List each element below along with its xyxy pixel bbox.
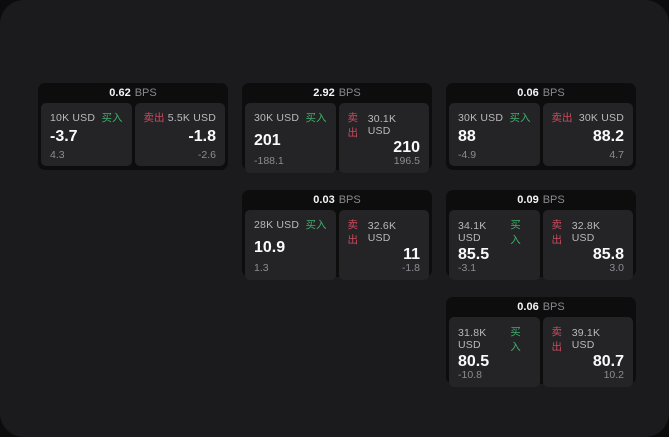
bps-spread-value: 0.06 [517, 87, 539, 99]
bps-spread-value: 0.03 [313, 194, 335, 206]
sell-quote-tile[interactable]: 卖出 39.1K USD 80.7 10.2 [542, 317, 633, 387]
sell-price: 85.8 [592, 246, 624, 263]
quote-card-3: 0.03 BPS 28K USD 买入 10.9 1.3 卖出 32.6K US… [242, 190, 432, 280]
buy-quote-tile[interactable]: 28K USD 买入 10.9 1.3 [245, 210, 336, 280]
buy-quote-tile[interactable]: 10K USD 买入 -3.7 4.3 [41, 103, 132, 166]
buy-side-label: 买入 [510, 326, 521, 353]
bps-unit-label: BPS [542, 301, 565, 313]
card-body: 30K USD 买入 201 -188.1 卖出 30.1K USD 210 1… [245, 103, 429, 173]
buy-quote-tile[interactable]: 31.8K USD 买入 80.5 -10.8 [449, 317, 540, 387]
sell-side-label: 卖出 [347, 219, 359, 246]
sell-quote-tile[interactable]: 卖出 5.5K USD -1.8 -2.6 [134, 103, 225, 166]
buy-side-label: 买入 [510, 219, 521, 246]
card-header: 0.06 BPS [449, 83, 633, 103]
buy-quote-tile[interactable]: 30K USD 买入 201 -188.1 [245, 103, 336, 173]
card-header: 0.62 BPS [41, 83, 225, 103]
buy-delta: -188.1 [254, 155, 284, 167]
card-header: 0.06 BPS [449, 297, 633, 317]
buy-side-label: 买入 [305, 112, 327, 124]
sell-side-label: 卖出 [347, 112, 359, 139]
card-header: 2.92 BPS [245, 83, 429, 103]
buy-price: 88 [458, 128, 476, 146]
buy-amount: 31.8K USD [458, 327, 487, 351]
sell-side-label: 卖出 [551, 112, 573, 124]
sell-price: 210 [393, 139, 420, 156]
card-body: 34.1K USD 买入 85.5 -3.1 卖出 32.8K USD 85.8… [449, 210, 633, 280]
sell-amount: 32.6K USD [367, 220, 397, 244]
sell-amount: 30K USD [578, 111, 624, 124]
card-body: 10K USD 买入 -3.7 4.3 卖出 5.5K USD -1.8 -2.… [41, 103, 225, 166]
buy-side-label: 买入 [305, 219, 327, 231]
bps-unit-label: BPS [338, 194, 361, 206]
buy-quote-tile[interactable]: 34.1K USD 买入 85.5 -3.1 [449, 210, 540, 280]
buy-delta: 4.3 [50, 148, 65, 161]
quote-card-0: 0.62 BPS 10K USD 买入 -3.7 4.3 卖出 5.5K USD [38, 83, 228, 170]
sell-delta: 3.0 [609, 262, 624, 274]
sell-side-label: 卖出 [551, 219, 563, 246]
sell-amount: 5.5K USD [167, 111, 216, 124]
bps-spread-value: 0.62 [109, 87, 131, 99]
bps-spread-value: 0.06 [517, 301, 539, 313]
buy-side-label: 买入 [509, 112, 531, 124]
buy-price: 10.9 [254, 238, 286, 256]
sell-price: 80.7 [592, 353, 624, 370]
sell-delta: 4.7 [609, 148, 624, 161]
sell-amount: 32.8K USD [571, 220, 601, 244]
card-header: 0.03 BPS [245, 190, 429, 210]
buy-side-label: 买入 [101, 112, 123, 124]
sell-delta: -1.8 [401, 262, 420, 274]
sell-quote-tile[interactable]: 卖出 32.6K USD 11 -1.8 [338, 210, 429, 280]
buy-delta: -3.1 [458, 262, 477, 274]
bps-unit-label: BPS [338, 87, 361, 99]
quote-cards-grid: 0.62 BPS 10K USD 买入 -3.7 4.3 卖出 5.5K USD [38, 83, 636, 387]
buy-price: 85.5 [458, 246, 490, 263]
buy-delta: 1.3 [254, 262, 269, 274]
sell-quote-tile[interactable]: 卖出 30.1K USD 210 196.5 [338, 103, 429, 173]
sell-delta: -2.6 [197, 148, 216, 161]
quote-card-4: 0.09 BPS 34.1K USD 买入 85.5 -3.1 卖出 32.8K… [446, 190, 636, 280]
sell-amount: 39.1K USD [571, 327, 601, 351]
buy-price: -3.7 [50, 128, 78, 146]
buy-price: 201 [254, 131, 281, 149]
card-body: 28K USD 买入 10.9 1.3 卖出 32.6K USD 11 -1.8 [245, 210, 429, 280]
bps-unit-label: BPS [134, 87, 157, 99]
buy-amount: 28K USD [254, 218, 300, 231]
buy-amount: 30K USD [458, 111, 504, 124]
buy-amount: 10K USD [50, 111, 96, 124]
quote-card-5: 0.06 BPS 31.8K USD 买入 80.5 -10.8 卖出 39.1… [446, 297, 636, 387]
buy-amount: 30K USD [254, 111, 300, 124]
sell-side-label: 卖出 [551, 326, 563, 353]
buy-price: 80.5 [458, 353, 490, 370]
card-header: 0.09 BPS [449, 190, 633, 210]
bps-unit-label: BPS [542, 87, 565, 99]
sell-price: 88.2 [592, 128, 624, 146]
sell-quote-tile[interactable]: 卖出 30K USD 88.2 4.7 [542, 103, 633, 166]
bps-spread-value: 0.09 [517, 194, 539, 206]
bps-spread-value: 2.92 [313, 87, 335, 99]
sell-side-label: 卖出 [143, 112, 165, 124]
sell-price: -1.8 [188, 128, 216, 146]
sell-price: 11 [403, 246, 420, 263]
buy-amount: 34.1K USD [458, 220, 487, 244]
buy-quote-tile[interactable]: 30K USD 买入 88 -4.9 [449, 103, 540, 166]
card-body: 31.8K USD 买入 80.5 -10.8 卖出 39.1K USD 80.… [449, 317, 633, 387]
sell-quote-tile[interactable]: 卖出 32.8K USD 85.8 3.0 [542, 210, 633, 280]
buy-delta: -4.9 [458, 148, 477, 161]
card-body: 30K USD 买入 88 -4.9 卖出 30K USD 88.2 4.7 [449, 103, 633, 166]
buy-delta: -10.8 [458, 369, 482, 381]
quote-card-2: 0.06 BPS 30K USD 买入 88 -4.9 卖出 30K USD [446, 83, 636, 170]
quote-card-1: 2.92 BPS 30K USD 买入 201 -188.1 卖出 30.1K … [242, 83, 432, 173]
sell-delta: 196.5 [393, 155, 420, 167]
bps-unit-label: BPS [542, 194, 565, 206]
sell-delta: 10.2 [603, 369, 624, 381]
sell-amount: 30.1K USD [367, 113, 397, 137]
